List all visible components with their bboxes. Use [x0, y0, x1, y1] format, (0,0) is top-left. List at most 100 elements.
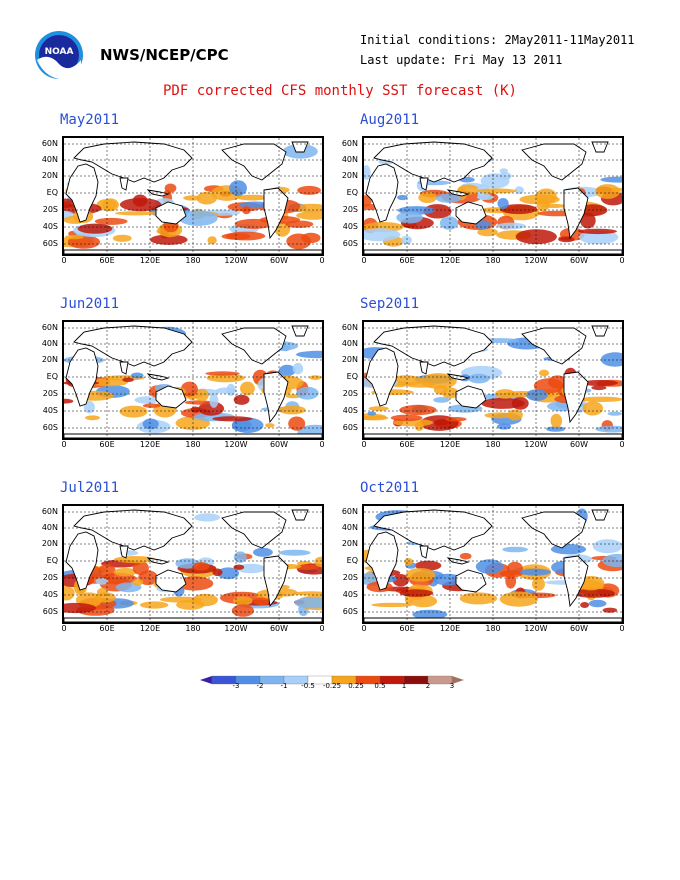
- warm-anomaly: [112, 234, 132, 242]
- land-outline: [155, 201, 187, 225]
- lon-label: 180: [485, 256, 501, 265]
- warm-anomaly: [278, 405, 306, 415]
- lon-label: 0: [619, 624, 625, 633]
- cool-anomaly: [600, 176, 622, 183]
- lat-label: 60S: [342, 239, 358, 248]
- lat-label: 40S: [42, 406, 58, 415]
- land-outline: [521, 511, 587, 549]
- lon-label: 60W: [569, 256, 589, 265]
- warm-anomaly: [164, 183, 177, 193]
- warm-anomaly: [64, 585, 75, 601]
- warm-anomaly: [205, 371, 240, 376]
- lat-label: EQ: [46, 372, 58, 381]
- cool-anomaly: [502, 546, 528, 553]
- lat-label: 20S: [342, 573, 358, 582]
- land-outline: [591, 325, 609, 337]
- lon-label: 120W: [524, 624, 548, 633]
- warm-anomaly: [113, 568, 137, 577]
- cool-anomaly: [292, 362, 304, 375]
- cool-anomaly: [396, 211, 423, 224]
- lon-label: 120W: [224, 624, 248, 633]
- warm-anomaly: [119, 198, 162, 212]
- warm-anomaly: [441, 387, 459, 399]
- colorbar-segment: [403, 675, 429, 685]
- colorbar-label: -3: [232, 682, 240, 690]
- warm-anomaly: [404, 558, 414, 566]
- warm-anomaly: [265, 423, 275, 428]
- warm-anomaly: [286, 233, 312, 250]
- cool-anomaly: [296, 350, 322, 359]
- cool-anomaly: [400, 235, 412, 245]
- warm-anomaly: [538, 369, 550, 377]
- warm-anomaly: [119, 405, 148, 418]
- cool-anomaly: [83, 400, 95, 414]
- lat-label: 60N: [341, 139, 358, 148]
- lat-label: 60S: [42, 607, 58, 616]
- warm-anomaly: [231, 604, 254, 617]
- warm-anomaly: [192, 562, 210, 571]
- colorbar-label: 0.25: [348, 682, 364, 690]
- cool-anomaly: [216, 387, 237, 394]
- lat-label: EQ: [346, 188, 358, 197]
- sst-anomaly-map: [362, 136, 624, 256]
- warm-anomaly: [595, 184, 620, 199]
- warm-anomaly: [414, 421, 424, 431]
- lat-label: 20N: [341, 171, 358, 180]
- panel-title: May2011: [60, 112, 120, 128]
- cool-anomaly: [592, 539, 622, 554]
- warm-anomaly: [207, 236, 217, 245]
- warm-anomaly: [94, 592, 116, 603]
- lat-label: 60S: [42, 423, 58, 432]
- land-outline: [419, 177, 429, 191]
- warm-anomaly: [550, 413, 563, 428]
- lon-label: 60E: [399, 440, 415, 449]
- land-outline: [291, 325, 309, 337]
- warm-anomaly: [445, 417, 467, 422]
- cool-anomaly: [497, 198, 509, 209]
- lon-label: 180: [185, 440, 201, 449]
- lon-label: 60W: [269, 440, 289, 449]
- lat-label: 40N: [341, 523, 358, 532]
- lon-label: 60W: [269, 256, 289, 265]
- warm-anomaly: [288, 416, 306, 431]
- land-outline: [563, 555, 589, 608]
- land-outline: [263, 187, 289, 240]
- warm-anomaly: [399, 589, 434, 597]
- lat-label: 40S: [42, 222, 58, 231]
- lon-label: 180: [485, 440, 501, 449]
- colorbar-label: -2: [256, 682, 264, 690]
- land-outline: [419, 545, 429, 559]
- forecast-panel: Oct2011 60N 40N 20N EQ 20S 40S 60S 0 60E 120E 180 12…: [342, 480, 650, 640]
- cool-anomaly: [194, 513, 221, 522]
- cool-anomaly: [546, 426, 566, 432]
- cool-anomaly: [439, 216, 459, 230]
- colorbar-segment: [427, 675, 453, 685]
- warm-anomaly: [90, 378, 129, 387]
- cool-anomaly: [526, 389, 548, 401]
- cool-anomaly: [433, 397, 450, 403]
- lat-label: 20N: [341, 539, 358, 548]
- lat-label: EQ: [46, 556, 58, 565]
- cool-anomaly: [229, 180, 248, 196]
- warm-anomaly: [418, 192, 437, 203]
- land-outline: [119, 545, 129, 559]
- warm-anomaly: [405, 568, 436, 582]
- lat-label: 60N: [41, 507, 58, 516]
- warm-anomaly: [132, 578, 144, 586]
- lat-label: 20N: [41, 355, 58, 364]
- lon-label: 120E: [439, 256, 461, 265]
- forecast-panel: Jun2011 60N 40N 20N EQ 20S 40S 60S 0 60E 120E 180 12…: [42, 296, 350, 456]
- forecast-panel: Aug2011 60N 40N 20N EQ 20S 40S 60S 0 60E 120E 180 12…: [342, 112, 650, 272]
- lon-label: 0: [61, 256, 67, 265]
- lon-label: 120E: [439, 440, 461, 449]
- lon-label: 120W: [524, 256, 548, 265]
- lon-label: 60E: [99, 440, 115, 449]
- lon-label: 60E: [99, 624, 115, 633]
- land-outline: [73, 325, 193, 367]
- lat-label: 20S: [342, 389, 358, 398]
- lat-label: EQ: [346, 556, 358, 565]
- cool-anomaly: [397, 194, 408, 201]
- warm-anomaly: [296, 211, 322, 220]
- warm-anomaly: [292, 591, 322, 596]
- warm-anomaly: [591, 385, 607, 391]
